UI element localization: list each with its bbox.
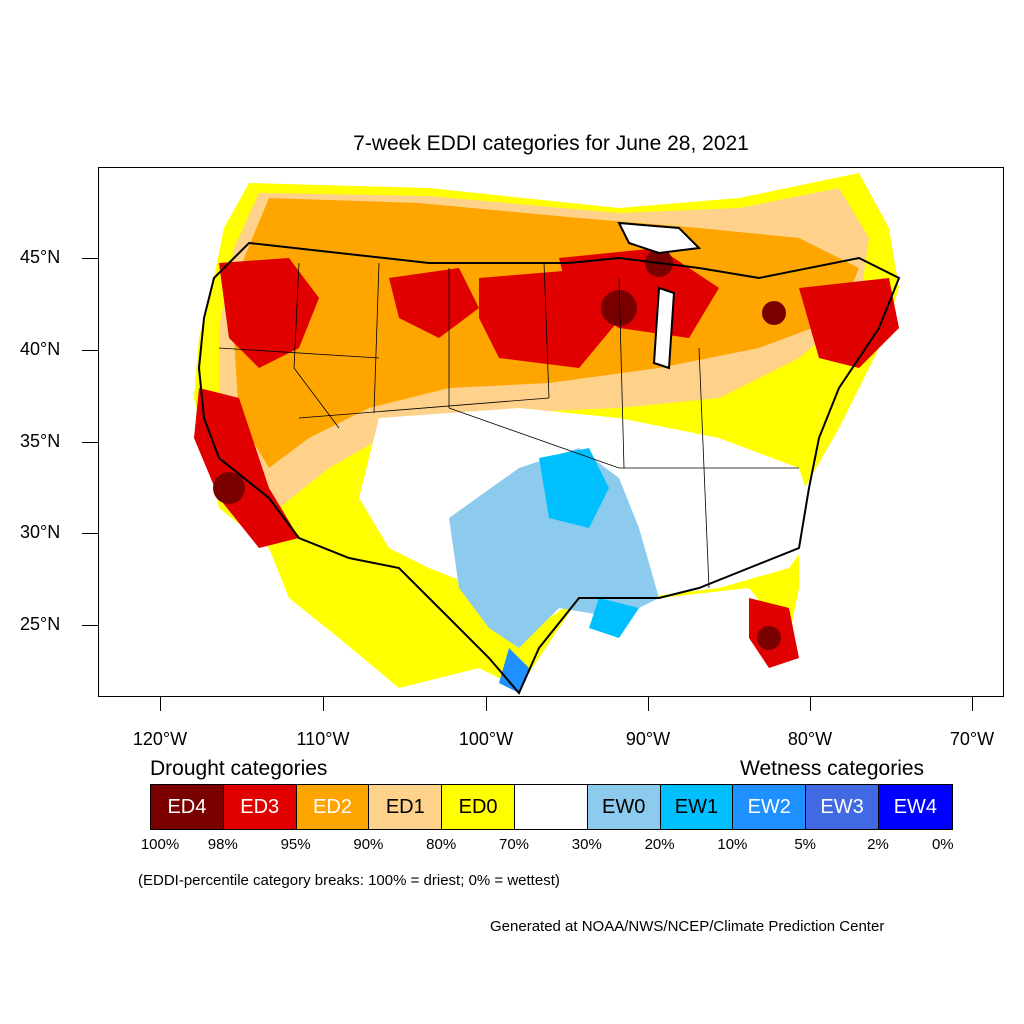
percentile-break: 98% xyxy=(207,836,238,853)
ew1-coast xyxy=(589,598,639,638)
lat-tick-25 xyxy=(82,625,98,626)
percentile-break: 80% xyxy=(426,836,457,853)
ed4-northeast xyxy=(762,301,786,325)
legend-ew2: EW2 xyxy=(733,785,807,829)
lon-tick-90 xyxy=(648,697,649,711)
ed3-montana xyxy=(389,268,479,338)
percentile-break: 20% xyxy=(644,836,675,853)
lat-tick-45 xyxy=(82,258,98,259)
lat-tick-30 xyxy=(82,533,98,534)
lat-tick-40 xyxy=(82,350,98,351)
lon-tick-110 xyxy=(323,697,324,711)
lon-tick-70 xyxy=(972,697,973,711)
legend-ed3: ED3 xyxy=(223,785,297,829)
lon-tick-120 xyxy=(160,697,161,711)
legend-ew3: EW3 xyxy=(806,785,879,829)
category-legend: ED4 ED3 ED2 ED1 ED0 EW0 EW1 EW2 EW3 EW4 xyxy=(150,784,953,830)
lat-label-30: 30°N xyxy=(20,522,61,542)
ed4-minnesota xyxy=(601,290,637,326)
ed3-northeast xyxy=(799,278,899,368)
map-title: 7-week EDDI categories for June 28, 2021 xyxy=(353,132,749,155)
legend-ed2: ED2 xyxy=(296,785,370,829)
ew2-texas-coast xyxy=(499,648,529,693)
lon-label-80: 80°W xyxy=(787,729,833,749)
percentile-break: 70% xyxy=(498,836,530,853)
map-canvas xyxy=(194,173,901,695)
legend-ew1: EW1 xyxy=(660,785,734,829)
ew1-region xyxy=(539,448,609,528)
lon-label-90: 90°W xyxy=(625,729,671,749)
percentile-break: 30% xyxy=(571,836,602,853)
percentile-break: 90% xyxy=(353,836,384,853)
percentile-break: 100% xyxy=(140,836,180,853)
legend-normal xyxy=(514,785,588,829)
lat-label-40: 40°N xyxy=(20,339,61,359)
ed4-california xyxy=(213,472,245,504)
legend-ed4: ED4 xyxy=(151,785,224,829)
legend-ed0: ED0 xyxy=(442,785,515,829)
lat-label-35: 35°N xyxy=(20,431,61,451)
ed3-california xyxy=(194,388,299,548)
conus-outline xyxy=(197,241,901,695)
percentile-break: 5% xyxy=(794,836,817,853)
credit-text: Generated at NOAA/NWS/NCEP/Climate Predi… xyxy=(490,918,885,935)
lake-michigan xyxy=(652,286,676,370)
lat-tick-35 xyxy=(82,442,98,443)
drought-categories-title: Drought categories xyxy=(150,757,328,780)
lon-label-70: 70°W xyxy=(949,729,995,749)
lon-label-110: 110°W xyxy=(296,729,350,749)
lat-label-25: 25°N xyxy=(20,614,61,634)
percentile-break: 10% xyxy=(717,836,748,853)
percentile-break: 95% xyxy=(280,836,311,853)
legend-ed1: ED1 xyxy=(369,785,443,829)
lon-label-100: 100°W xyxy=(458,729,514,749)
legend-ew0: EW0 xyxy=(587,785,661,829)
ed3-upper-midwest xyxy=(559,248,719,338)
great-lakes xyxy=(617,221,702,255)
lon-tick-100 xyxy=(486,697,487,711)
ed3-northwest xyxy=(219,258,319,368)
lat-label-45: 45°N xyxy=(20,247,61,267)
percentile-break: 0% xyxy=(931,836,954,853)
lon-label-120: 120°W xyxy=(132,729,188,749)
legend-ew4: EW4 xyxy=(878,785,952,829)
eddi-map xyxy=(98,167,1004,697)
wetness-categories-title: Wetness categories xyxy=(740,757,925,780)
category-note: (EDDI-percentile category breaks: 100% =… xyxy=(138,872,560,889)
percentile-break: 2% xyxy=(867,836,889,853)
lon-tick-80 xyxy=(810,697,811,711)
ed4-florida xyxy=(757,626,781,650)
state-borders xyxy=(218,262,799,589)
